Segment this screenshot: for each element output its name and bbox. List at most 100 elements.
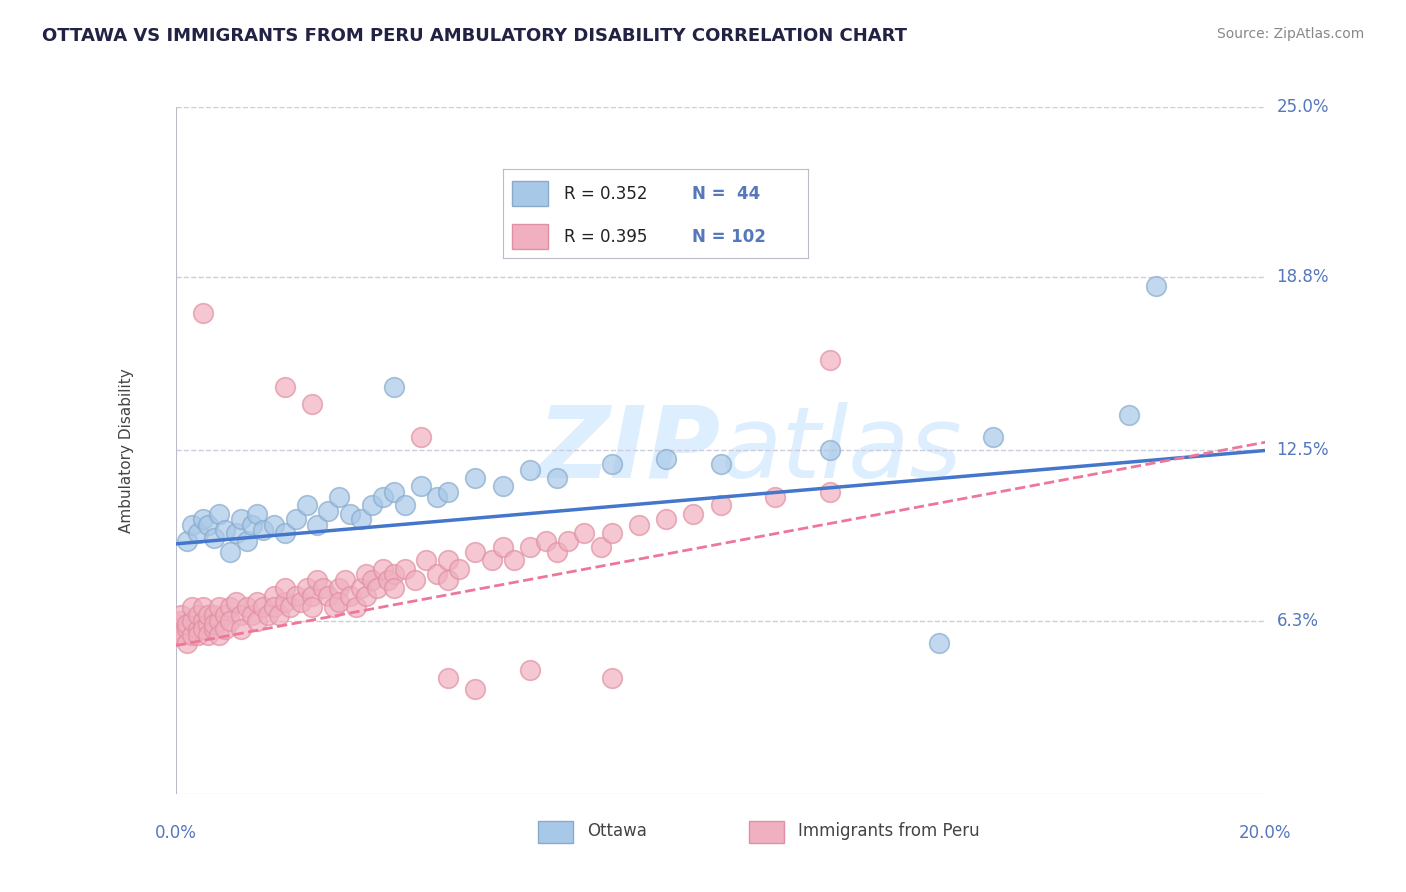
Point [240,608,263,623]
Point [356,567,378,582]
Text: R = 0.352: R = 0.352 [564,185,647,202]
Point [165,616,187,631]
Point [186,608,209,623]
Point [252,523,274,537]
Point [1144,278,1167,293]
Text: N =  44: N = 44 [692,185,761,202]
Point [231,622,253,636]
Text: 18.8%: 18.8% [1277,268,1329,286]
Point [274,380,297,394]
FancyBboxPatch shape [512,224,548,249]
Point [301,397,323,411]
Text: Source: ZipAtlas.com: Source: ZipAtlas.com [1216,27,1364,41]
Point [295,499,318,513]
Point [710,499,733,513]
Point [415,553,437,567]
Point [382,581,405,595]
Point [519,463,541,477]
Point [394,561,416,575]
Point [1118,408,1140,422]
Text: Ambulatory Disability: Ambulatory Disability [120,368,134,533]
Point [278,600,301,615]
Point [818,352,841,367]
Point [295,581,318,595]
Point [360,499,382,513]
Point [312,581,335,595]
Point [307,573,329,587]
Point [165,622,187,636]
Point [263,600,285,615]
Point [600,672,623,686]
Point [225,525,247,540]
Point [333,573,356,587]
Point [176,622,198,636]
Point [214,622,236,636]
Point [382,380,405,394]
Point [208,614,231,628]
Point [235,534,257,549]
Point [328,594,350,608]
Point [534,534,557,549]
Point [382,567,405,582]
Point [546,471,568,485]
Point [191,306,214,320]
Point [219,600,242,615]
Point [208,627,231,641]
Point [546,545,568,559]
Point [219,614,242,628]
Point [202,532,225,546]
Point [274,581,297,595]
Point [307,517,329,532]
Point [344,600,367,615]
Point [682,507,704,521]
Point [181,517,204,532]
Text: N = 102: N = 102 [692,227,766,245]
Text: ZIP: ZIP [537,402,721,499]
Text: R = 0.395: R = 0.395 [564,227,647,245]
Point [246,594,269,608]
Point [202,622,225,636]
Point [235,600,257,615]
Point [208,600,231,615]
Point [710,457,733,471]
Text: atlas: atlas [721,402,962,499]
Point [928,636,950,650]
Point [409,430,432,444]
Point [557,534,579,549]
Point [818,443,841,458]
Text: OTTAWA VS IMMIGRANTS FROM PERU AMBULATORY DISABILITY CORRELATION CHART: OTTAWA VS IMMIGRANTS FROM PERU AMBULATOR… [42,27,907,45]
Point [240,517,263,532]
Point [627,517,650,532]
Point [284,589,307,603]
Point [181,614,204,628]
Point [284,512,307,526]
Text: 25.0%: 25.0% [1277,98,1329,116]
Point [246,507,269,521]
Point [339,507,361,521]
Point [246,614,269,628]
Point [301,600,323,615]
Point [263,589,285,603]
Point [600,457,623,471]
FancyBboxPatch shape [512,181,548,206]
Point [274,594,297,608]
Point [377,573,399,587]
Point [301,589,323,603]
Point [191,600,214,615]
Point [176,534,198,549]
Point [492,540,515,554]
Point [257,608,280,623]
Point [464,545,486,559]
Point [214,523,236,537]
Point [202,608,225,623]
Point [519,540,541,554]
Point [492,479,515,493]
Point [197,517,219,532]
Point [274,525,297,540]
Point [186,622,209,636]
Point [519,663,541,677]
Point [437,573,460,587]
Point [382,484,405,499]
Point [231,512,253,526]
Point [181,600,204,615]
